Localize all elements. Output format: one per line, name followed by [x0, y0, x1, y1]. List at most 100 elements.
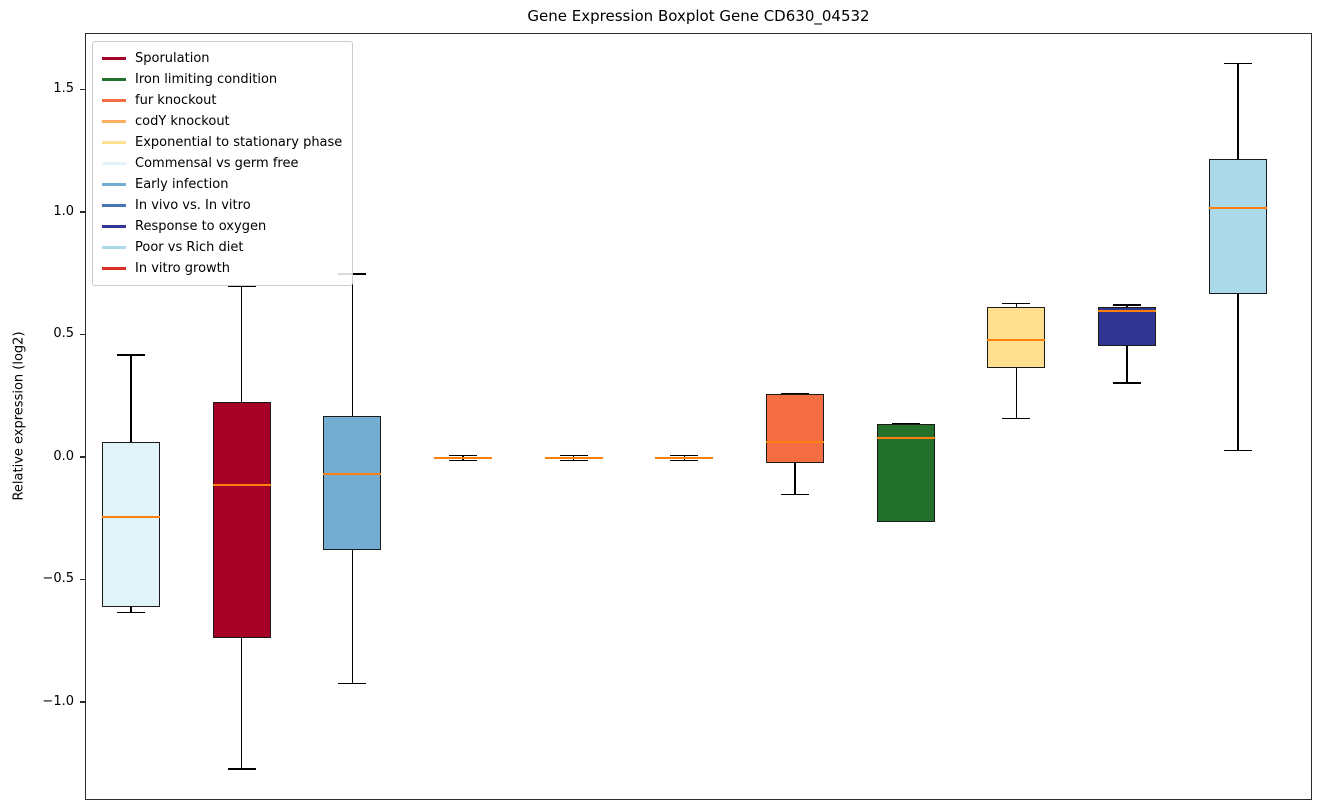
legend-item-early-infection: Early infection — [102, 174, 342, 195]
legend-label: codY knockout — [135, 114, 230, 129]
box — [102, 442, 161, 608]
legend-item-poor-vs-rich-diet: Poor vs Rich diet — [102, 237, 342, 258]
legend-color-swatch — [102, 225, 126, 228]
legend-label: Exponential to stationary phase — [135, 135, 343, 150]
median-line — [434, 456, 493, 459]
lower-whisker — [1015, 368, 1018, 419]
y-tick-mark — [80, 456, 85, 458]
box — [766, 394, 825, 463]
upper-cap — [1002, 302, 1031, 305]
median-line — [212, 483, 271, 486]
upper-cap — [670, 454, 699, 457]
lower-cap — [227, 768, 256, 770]
y-tick-label: −1.0 — [42, 693, 74, 709]
median-line — [544, 456, 603, 459]
legend-color-swatch — [102, 141, 126, 144]
plot-area: Sporulation Iron limiting condition fur kn… — [85, 33, 1312, 800]
y-tick-label: 0.5 — [53, 326, 74, 342]
upper-cap — [117, 354, 146, 356]
median-line — [766, 441, 825, 443]
legend-color-swatch — [102, 120, 126, 123]
upper-cap — [1113, 304, 1142, 306]
legend-item-iron-limiting-condition: Iron limiting condition — [102, 69, 342, 90]
y-tick-label: 0.0 — [53, 448, 74, 464]
legend-item-cody-knockout: codY knockout — [102, 111, 342, 132]
lower-whisker — [1126, 346, 1128, 384]
legend-label: Iron limiting condition — [135, 72, 278, 87]
y-tick-label: 1.5 — [53, 81, 74, 97]
chart-title: Gene Expression Boxplot Gene CD630_04532 — [527, 7, 870, 25]
legend-item-in-vitro-growth: In vitro growth — [102, 258, 342, 279]
legend-label: Commensal vs germ free — [135, 156, 299, 171]
legend-label: Sporulation — [135, 51, 210, 66]
lower-cap — [559, 459, 588, 462]
legend-item-exponential-to-stationary-phase: Exponential to stationary phase — [102, 132, 342, 153]
lower-whisker — [130, 607, 132, 613]
box — [987, 307, 1046, 369]
upper-cap — [559, 454, 588, 457]
y-tick-label: 1.0 — [53, 203, 74, 219]
y-tick-mark — [80, 88, 85, 91]
y-axis-label: Relative expression (log2) — [11, 331, 27, 501]
legend-label: Response to oxygen — [135, 219, 267, 234]
lower-cap — [338, 682, 367, 685]
legend-color-swatch — [102, 267, 126, 270]
legend-color-swatch — [102, 99, 126, 102]
legend-color-swatch — [102, 57, 126, 60]
lower-cap — [670, 459, 699, 462]
y-tick-mark — [80, 578, 85, 581]
y-tick-mark — [80, 701, 85, 703]
upper-cap — [1223, 62, 1252, 65]
upper-whisker — [240, 286, 243, 402]
legend-label: Early infection — [135, 177, 229, 192]
legend-label: fur knockout — [135, 93, 217, 108]
legend-label: In vitro growth — [135, 261, 230, 276]
median-line — [987, 339, 1046, 342]
box — [323, 416, 382, 550]
upper-whisker — [1015, 303, 1018, 308]
median-line — [102, 515, 161, 518]
median-line — [1208, 206, 1267, 209]
legend-color-swatch — [102, 183, 126, 186]
lower-cap — [1002, 417, 1031, 420]
upper-cap — [449, 454, 478, 457]
legend-color-swatch — [102, 246, 126, 249]
lower-whisker — [351, 549, 354, 684]
legend-item-response-to-oxygen: Response to oxygen — [102, 216, 342, 237]
legend-label: In vivo vs. In vitro — [135, 198, 251, 213]
upper-whisker — [351, 274, 354, 417]
upper-cap — [227, 285, 256, 288]
legend-item-in-vivo-vs-in-vitro: In vivo vs. In vitro — [102, 195, 342, 216]
lower-whisker — [1237, 293, 1239, 451]
upper-whisker — [1126, 304, 1128, 308]
legend: Sporulation Iron limiting condition fur kn… — [92, 41, 354, 286]
legend-color-swatch — [102, 162, 126, 165]
box — [1098, 307, 1157, 347]
box — [212, 401, 271, 639]
box — [876, 423, 935, 522]
legend-item-fur-knockout: fur knockout — [102, 90, 342, 111]
lower-cap — [781, 493, 810, 496]
lower-whisker — [240, 638, 243, 770]
legend-item-commensal-vs-germ-free: Commensal vs germ free — [102, 153, 342, 174]
lower-cap — [1113, 382, 1142, 384]
median-line — [655, 456, 714, 459]
median-line — [1098, 309, 1157, 312]
legend-label: Poor vs Rich diet — [135, 240, 244, 255]
y-tick-label: −0.5 — [42, 571, 74, 587]
y-tick-mark — [80, 211, 85, 213]
lower-cap — [891, 520, 920, 523]
lower-cap — [1223, 449, 1252, 452]
lower-cap — [449, 459, 478, 462]
lower-whisker — [794, 462, 796, 495]
upper-whisker — [1237, 63, 1239, 159]
upper-whisker — [130, 355, 132, 442]
legend-color-swatch — [102, 78, 126, 81]
y-tick-mark — [80, 333, 85, 336]
median-line — [323, 472, 382, 475]
lower-cap — [117, 611, 146, 614]
box — [1208, 158, 1267, 294]
legend-color-swatch — [102, 204, 126, 207]
legend-item-sporulation: Sporulation — [102, 48, 342, 69]
